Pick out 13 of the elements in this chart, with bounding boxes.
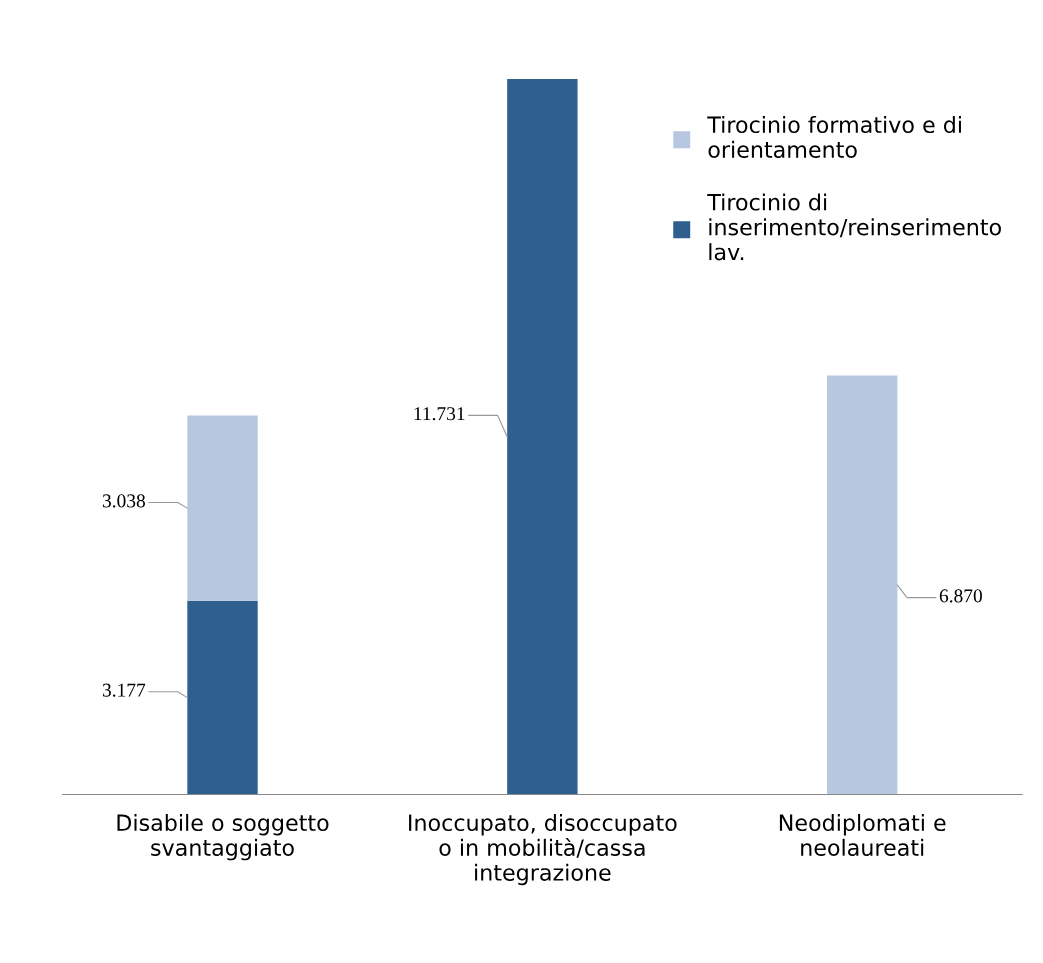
- data-label: 3.177: [102, 683, 146, 697]
- bar: [187, 415, 258, 601]
- data-label: 3.038: [102, 494, 145, 508]
- legend-label: Tirocinio formativo e di orientamento: [707, 115, 961, 158]
- x-tick-label: Neodiplomati e neolaureati: [779, 813, 946, 856]
- x-tick-label: Disabile o soggetto svantaggiato: [117, 813, 329, 861]
- x-tick-label: Inoccupato, disoccupato o in mobilità/cassa integrazione: [409, 813, 677, 886]
- bar: [187, 600, 258, 795]
- data-label: 6.870: [939, 589, 982, 603]
- bar: [827, 375, 898, 795]
- legend-label: Tirocinio di inserimento/reinserimento lav.: [707, 193, 1001, 261]
- data-label: 11.731: [414, 407, 465, 421]
- bar: [507, 79, 578, 795]
